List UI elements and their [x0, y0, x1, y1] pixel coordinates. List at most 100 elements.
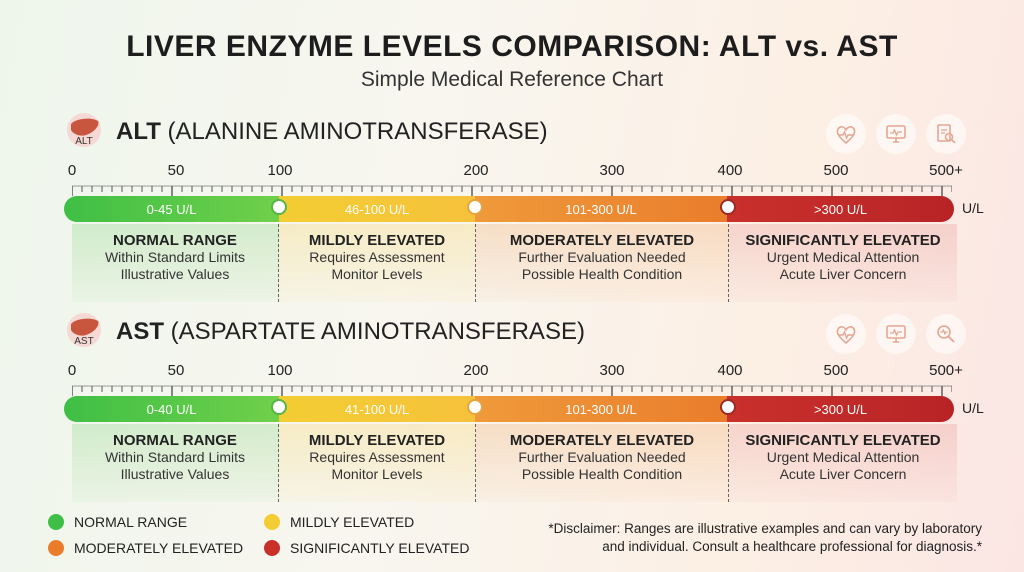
- monitor-icon: [876, 114, 916, 154]
- section-title: ALT (ALANINE AMINOTRANSFERASE): [116, 118, 548, 146]
- threshold-marker: [720, 199, 736, 215]
- ast-range-bar: 0-40 U/L 41-100 U/L 101-300 U/L >300 U/L: [64, 396, 954, 422]
- liver-tag: AST: [74, 336, 94, 347]
- threshold-marker: [271, 399, 287, 415]
- category-significant: SIGNIFICANTLY ELEVATED Urgent Medical At…: [729, 424, 957, 502]
- page-title: LIVER ENZYME LEVELS COMPARISON: ALT vs. …: [126, 30, 898, 63]
- category-note: Urgent Medical Attention: [766, 249, 920, 265]
- legend-label: MILDLY ELEVATED: [290, 514, 415, 530]
- category-heading: NORMAL RANGE: [113, 232, 237, 249]
- axis-tick-marks: [72, 385, 952, 396]
- category-heading: MILDLY ELEVATED: [308, 432, 446, 449]
- significant-segment: >300 U/L: [727, 196, 954, 222]
- tick-label: 50: [167, 362, 185, 379]
- category-significant: SIGNIFICANTLY ELEVATED Urgent Medical At…: [729, 224, 957, 302]
- legend-dot: [264, 514, 280, 530]
- category-moderate: MODERATELY ELEVATED Further Evaluation N…: [476, 224, 729, 302]
- category-note: Requires Assessment: [309, 449, 445, 465]
- category-note: Urgent Medical Attention: [766, 449, 920, 465]
- liver-tag: ALT: [75, 136, 93, 147]
- scale-ticks: 0 50 100 200 300 400 500 500+: [68, 162, 963, 202]
- legend-label: MODERATELY ELEVATED: [74, 540, 244, 556]
- legend-dot: [264, 540, 280, 556]
- section-fullname: (ASPARTATE AMINOTRANSFERASE): [164, 318, 585, 345]
- category-heading: MODERATELY ELEVATED: [509, 432, 695, 449]
- category-heading: SIGNIFICANTLY ELEVATED: [745, 232, 941, 249]
- normal-segment: 0-40 U/L: [64, 396, 279, 422]
- scale-ticks: 0 50 100 200 300 400 500 500+: [68, 362, 963, 402]
- category-mild: MILDLY ELEVATED Requires Assessment Moni…: [279, 224, 476, 302]
- alt-section: ALT ALT (ALANINE AMINOTRANSFERASE) 0 50 …: [0, 112, 1024, 302]
- threshold-marker: [271, 199, 287, 215]
- category-note: Further Evaluation Needed: [518, 249, 686, 265]
- legend-label: NORMAL RANGE: [74, 514, 188, 530]
- normal-segment: 0-45 U/L: [64, 196, 279, 222]
- category-note: Illustrative Values: [120, 466, 230, 482]
- legend-item-mild: MILDLY ELEVATED: [264, 514, 414, 530]
- tick-label: 100: [267, 362, 293, 379]
- category-note: Possible Health Condition: [521, 266, 683, 282]
- ast-section: AST AST (ASPARTATE AMINOTRANSFERASE) 0 5…: [0, 312, 1024, 502]
- section-title: AST (ASPARTATE AMINOTRANSFERASE): [116, 318, 585, 346]
- threshold-marker: [467, 399, 483, 415]
- tick-label: 200: [463, 362, 489, 379]
- category-heading: MILDLY ELEVATED: [308, 232, 446, 249]
- category-note: Within Standard Limits: [104, 249, 246, 265]
- category-note: Monitor Levels: [331, 266, 423, 282]
- moderate-segment: 101-300 U/L: [475, 196, 727, 222]
- category-moderate: MODERATELY ELEVATED Further Evaluation N…: [476, 424, 729, 502]
- moderate-segment: 101-300 U/L: [475, 396, 727, 422]
- tick-label: 400: [717, 162, 743, 179]
- category-normal: NORMAL RANGE Within Standard Limits Illu…: [72, 224, 279, 302]
- lab-report-icon: [926, 114, 966, 154]
- tick-label: 400: [717, 362, 743, 379]
- category-note: Monitor Levels: [331, 466, 423, 482]
- disclaimer-line: *Disclaimer: Ranges are illustrative exa…: [548, 521, 982, 536]
- section-fullname: (ALANINE AMINOTRANSFERASE): [160, 118, 548, 145]
- category-note: Possible Health Condition: [521, 466, 683, 482]
- liver-icon: [67, 313, 101, 347]
- tick-label: 500: [823, 162, 849, 179]
- legend-dot: [48, 514, 64, 530]
- tick-label: 300: [599, 362, 625, 379]
- category-heading: SIGNIFICANTLY ELEVATED: [745, 432, 941, 449]
- category-note: Requires Assessment: [309, 249, 445, 265]
- tick-label: 500: [823, 362, 849, 379]
- category-heading: NORMAL RANGE: [113, 432, 237, 449]
- heart-pulse-icon: [826, 114, 866, 154]
- magnifier-icon: [926, 314, 966, 354]
- legend-item-normal: NORMAL RANGE: [48, 514, 187, 530]
- tick-label: 100: [267, 162, 293, 179]
- category-note: Acute Liver Concern: [779, 266, 907, 282]
- threshold-marker: [720, 399, 736, 415]
- legend-label: SIGNIFICANTLY ELEVATED: [290, 540, 470, 556]
- liver-icon: [67, 113, 101, 147]
- section-abbr: ALT: [116, 118, 161, 145]
- tick-label: 50: [167, 162, 185, 179]
- heart-pulse-icon: [826, 314, 866, 354]
- tick-label: 300: [599, 162, 625, 179]
- section-abbr: AST: [116, 318, 164, 345]
- category-note: Acute Liver Concern: [779, 466, 907, 482]
- page-subtitle: Simple Medical Reference Chart: [360, 68, 664, 91]
- category-heading: MODERATELY ELEVATED: [509, 232, 695, 249]
- legend-item-significant: SIGNIFICANTLY ELEVATED: [264, 540, 469, 556]
- category-note: Further Evaluation Needed: [518, 449, 686, 465]
- disclaimer: *Disclaimer: Ranges are illustrative exa…: [520, 520, 982, 556]
- alt-range-bar: 0-45 U/L 46-100 U/L 101-300 U/L >300 U/L: [64, 196, 954, 222]
- mild-segment: 41-100 U/L: [279, 396, 475, 422]
- tick-label: 500+: [929, 362, 963, 379]
- mild-segment: 46-100 U/L: [279, 196, 475, 222]
- legend-dot: [48, 540, 64, 556]
- category-note: Illustrative Values: [120, 266, 230, 282]
- significant-segment: >300 U/L: [727, 396, 954, 422]
- threshold-marker: [467, 199, 483, 215]
- disclaimer-line: and individual. Consult a healthcare pro…: [602, 539, 982, 554]
- monitor-icon: [876, 314, 916, 354]
- tick-label: 200: [463, 162, 489, 179]
- category-normal: NORMAL RANGE Within Standard Limits Illu…: [72, 424, 279, 502]
- tick-label: 500+: [929, 162, 963, 179]
- unit-label: U/L: [962, 400, 984, 416]
- legend-item-moderate: MODERATELY ELEVATED: [48, 540, 243, 556]
- category-mild: MILDLY ELEVATED Requires Assessment Moni…: [279, 424, 476, 502]
